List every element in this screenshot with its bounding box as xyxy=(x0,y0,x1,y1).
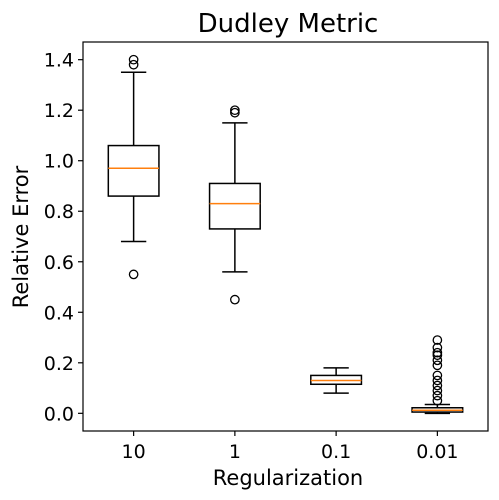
flier-point xyxy=(128,269,139,280)
y-tick-label: 1.2 xyxy=(44,100,74,122)
y-tick-label: 0.4 xyxy=(44,302,74,324)
flier-point xyxy=(432,370,443,381)
axes-frame xyxy=(82,41,489,432)
chart-title: Dudley Metric xyxy=(198,9,379,39)
y-tick-label: 1.4 xyxy=(44,50,74,72)
flier-point xyxy=(432,342,443,353)
y-tick-label: 0.8 xyxy=(44,201,74,223)
y-tick-label: 0.0 xyxy=(44,403,74,425)
flier-point xyxy=(432,385,443,396)
flier-point xyxy=(432,395,443,406)
flier-point xyxy=(432,355,443,366)
y-tick-label: 0.6 xyxy=(44,252,74,274)
box-body xyxy=(107,144,160,197)
flier-point xyxy=(230,294,240,305)
y-axis-label: Relative Error xyxy=(9,165,33,308)
box-body xyxy=(208,182,261,230)
x-tick-label: 0.1 xyxy=(321,441,351,463)
flier-point xyxy=(432,335,443,345)
y-tick-label: 1.0 xyxy=(44,151,74,173)
flier-point xyxy=(432,360,443,371)
x-tick-label: 1 xyxy=(229,441,241,463)
plot-area: 0.0 0.2 0.4 0.6 0.8 1.0 1.2 1.4 10 1 0.1 0.01 xyxy=(44,41,489,463)
flier-point xyxy=(128,59,139,70)
flier-point xyxy=(432,390,443,401)
flier-point xyxy=(432,350,443,361)
flier-point xyxy=(432,380,443,391)
y-tick-label: 0.2 xyxy=(44,353,74,375)
flier-point xyxy=(128,54,139,65)
flier-point xyxy=(432,347,443,358)
x-tick-label: 10 xyxy=(122,441,146,463)
flier-point xyxy=(230,105,240,116)
flier-point xyxy=(230,107,240,118)
x-axis-label: Regularization xyxy=(213,466,364,490)
x-tick-label: 0.01 xyxy=(416,441,458,463)
flier-point xyxy=(432,375,443,386)
